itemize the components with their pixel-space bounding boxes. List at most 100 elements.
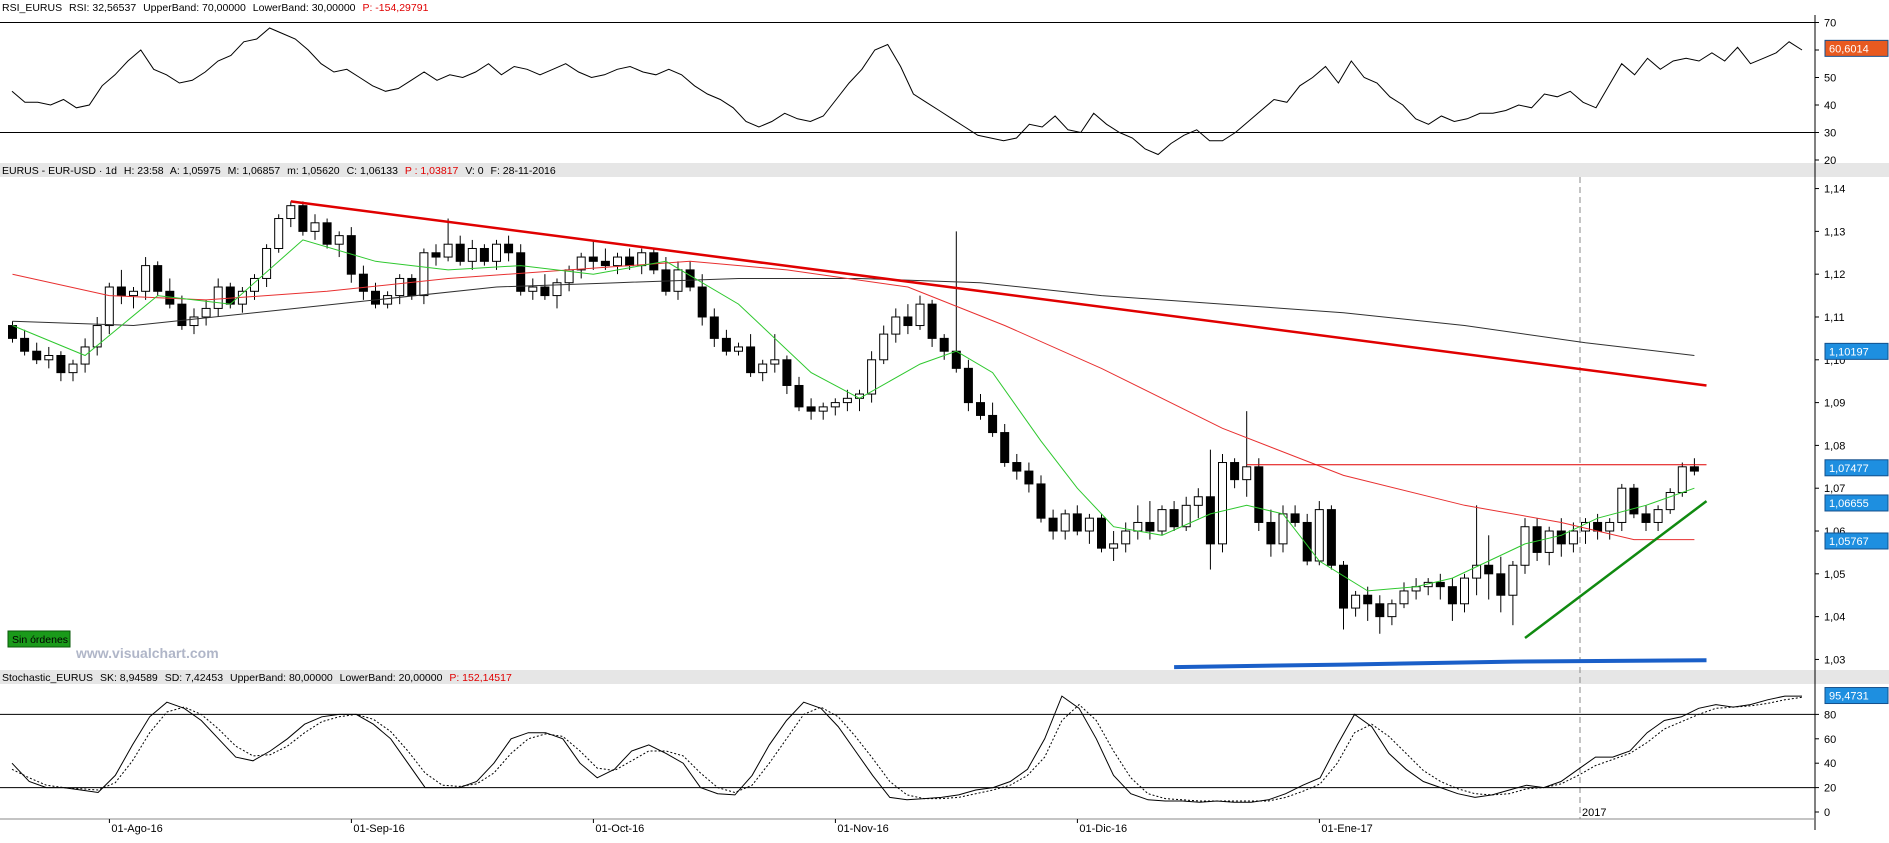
- candle-body: [697, 286, 707, 318]
- stoch-tick-label: 80: [1824, 709, 1836, 721]
- candle-body: [262, 247, 272, 279]
- candle-body: [782, 359, 792, 386]
- candle-body: [1532, 526, 1542, 553]
- candle-body: [419, 252, 429, 297]
- candle-body: [504, 243, 514, 254]
- candle-body: [1653, 509, 1663, 523]
- candle-body: [407, 277, 417, 297]
- candle-body: [1230, 462, 1240, 481]
- candle-body: [1399, 590, 1409, 605]
- candle-body: [1109, 543, 1119, 549]
- candle-body: [116, 286, 126, 297]
- price-c: C: 1,06133: [347, 165, 399, 177]
- candle-body: [1339, 564, 1348, 609]
- candle-body: [177, 303, 187, 327]
- svg-text:Stochastic_EURUS SK: 8,9: Stochastic_EURUS SK: 8,94589 SD: 7,42453…: [2, 672, 512, 684]
- candle-body: [1472, 564, 1482, 579]
- sma-slow-line: [12, 278, 1695, 356]
- rsi-badge-text: 60,6014: [1829, 43, 1869, 55]
- candle-body: [1665, 491, 1675, 511]
- candle-body: [1193, 496, 1203, 506]
- candle-body: [806, 406, 816, 412]
- watermark: www.visualchart.com: [75, 645, 219, 661]
- orders-badge[interactable]: [7, 630, 71, 648]
- price-badge: [1824, 532, 1889, 550]
- candle-body: [1181, 504, 1191, 528]
- price-badge: [1824, 459, 1889, 477]
- candle-body: [734, 346, 743, 352]
- candle-body: [334, 235, 344, 245]
- stoch-badge-text: 95,4731: [1829, 691, 1869, 703]
- candle-body: [455, 243, 465, 262]
- candle-body: [1060, 513, 1070, 532]
- candle-body: [637, 252, 647, 267]
- price-tick-label: 1,09: [1824, 398, 1845, 410]
- candle-body: [1145, 521, 1155, 532]
- candle-body: [1617, 487, 1627, 523]
- price-f: F: 28-11-2016: [491, 165, 556, 177]
- price-tick-label: 1,11: [1824, 312, 1845, 324]
- candle-body: [1254, 466, 1264, 523]
- candle-body: [1556, 530, 1566, 545]
- price-badge-text: 1,10197: [1829, 346, 1869, 358]
- candle-body: [879, 333, 889, 361]
- candle-body: [1581, 521, 1590, 532]
- candle-body: [649, 252, 659, 271]
- rsi-p-value: P: -154,29791: [362, 2, 428, 14]
- candle-body: [939, 337, 949, 352]
- candle-body: [1205, 496, 1215, 545]
- candle-body: [1121, 530, 1131, 545]
- stoch-badge: [1824, 687, 1889, 705]
- candle-body: [1278, 513, 1288, 545]
- candle-body: [600, 260, 610, 267]
- candle-body: [1520, 526, 1530, 566]
- stoch-panel: 80 60 40 20 0 95,4731: [0, 687, 1889, 819]
- stoch-sk-line: [11, 695, 1802, 803]
- candle-body: [68, 363, 78, 374]
- candle-body: [1375, 603, 1385, 618]
- x-tick-label: 01-Ene-17: [1321, 823, 1372, 835]
- candle-body: [1460, 577, 1469, 605]
- candle-body: [963, 367, 973, 404]
- price-tick-label: 1,03: [1824, 654, 1845, 666]
- candle-body: [951, 350, 961, 369]
- candle-body: [479, 247, 489, 262]
- candle-body: [467, 247, 477, 262]
- candle-body: [1484, 564, 1494, 575]
- price-badge: [1824, 342, 1889, 360]
- price-header-bar: [0, 163, 1889, 177]
- candle-body: [1133, 521, 1143, 532]
- candle-body: [818, 406, 828, 412]
- candle-body: [371, 290, 380, 305]
- candle-body: [1593, 521, 1603, 532]
- candle-body: [830, 402, 840, 408]
- price-h: H: 23:58: [124, 165, 164, 177]
- price-tick-label: 1,12: [1824, 269, 1845, 281]
- candle-body: [1072, 513, 1082, 532]
- rsi-badge: [1824, 39, 1889, 57]
- candle-body: [1314, 509, 1324, 562]
- candle-body: [1097, 517, 1106, 549]
- candle-body: [758, 363, 768, 374]
- price-name: EURUS - EUR-USD · 1d: [2, 165, 117, 177]
- candle-body: [528, 286, 538, 292]
- volume-line: [1174, 658, 1707, 670]
- stoch-tick-label: 60: [1824, 734, 1836, 746]
- candle-body: [358, 273, 368, 292]
- price-tick-label: 1,08: [1824, 440, 1845, 452]
- candle-body: [104, 286, 114, 327]
- candle-body: [1568, 530, 1578, 545]
- trendline-up: [1524, 500, 1708, 639]
- rsi-tick-label: 20: [1824, 155, 1836, 167]
- candle-body: [310, 222, 320, 232]
- rsi-tick-label: 30: [1824, 128, 1836, 140]
- candle-body: [552, 282, 562, 297]
- candle-body: [685, 269, 695, 288]
- rsi-lower-band: LowerBand: 30,00000: [253, 2, 356, 14]
- year-label: 2017: [1582, 807, 1606, 819]
- candle-body: [1157, 509, 1167, 532]
- price-tick-label: 1,14: [1824, 184, 1845, 196]
- price-a: A: 1,05975: [170, 165, 221, 177]
- candle-body: [201, 307, 211, 318]
